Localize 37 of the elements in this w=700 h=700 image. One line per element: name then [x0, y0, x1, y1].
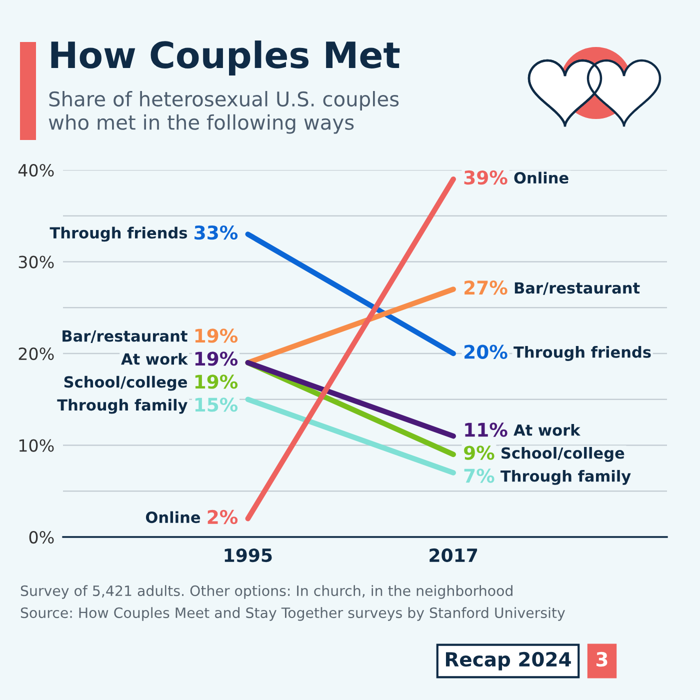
data-label: 20%	[464, 344, 508, 359]
chart-title: How Couples Met	[51, 40, 400, 76]
data-label: 19%	[195, 328, 238, 343]
text: At work	[514, 424, 581, 436]
y-tick-label: 10%	[19, 439, 54, 452]
data-label: 11%	[465, 422, 508, 437]
text: Through family	[500, 470, 631, 485]
text: School/college	[64, 376, 187, 391]
text: Online	[514, 172, 568, 184]
data-label: 9%	[464, 446, 494, 460]
data-label: 33%	[194, 225, 238, 240]
data-label: 39%	[464, 170, 508, 185]
text: Online	[146, 511, 200, 524]
data-label: 7%	[464, 468, 494, 483]
chart-subtitle: Share of heterosexual U.S. couples who met in the following ways	[48, 91, 399, 134]
text: Through friends	[50, 226, 188, 242]
data-label: 15%	[195, 398, 238, 412]
y-tick-label: 30%	[18, 256, 54, 268]
data-label: 27%	[464, 280, 508, 295]
source-note: Source: How Couples Meet and Stay Together surveys by Stanford University	[20, 607, 565, 621]
text: At work	[121, 352, 188, 365]
x-tick-label: 2017	[430, 548, 478, 562]
text: Bar/restaurant	[514, 282, 640, 295]
y-tick-label: 40%	[18, 164, 54, 177]
text: School/college	[502, 446, 624, 462]
data-label: 19%	[195, 352, 238, 366]
text: Bar/restaurant	[62, 330, 188, 343]
text: Through friends	[514, 346, 651, 361]
x-tick-label: 1995	[224, 548, 272, 562]
text: Recap 2024	[446, 652, 571, 670]
y-tick-label: 20%	[18, 347, 54, 360]
y-tick-label: 0%	[29, 530, 54, 544]
text: Through family	[57, 398, 188, 414]
text: 3	[596, 652, 608, 667]
data-label: 19%	[195, 374, 238, 389]
data-label: 2%	[208, 510, 238, 524]
text: Survey of 5,421 adults. Other options: In church, in the neighborhood	[20, 585, 512, 599]
